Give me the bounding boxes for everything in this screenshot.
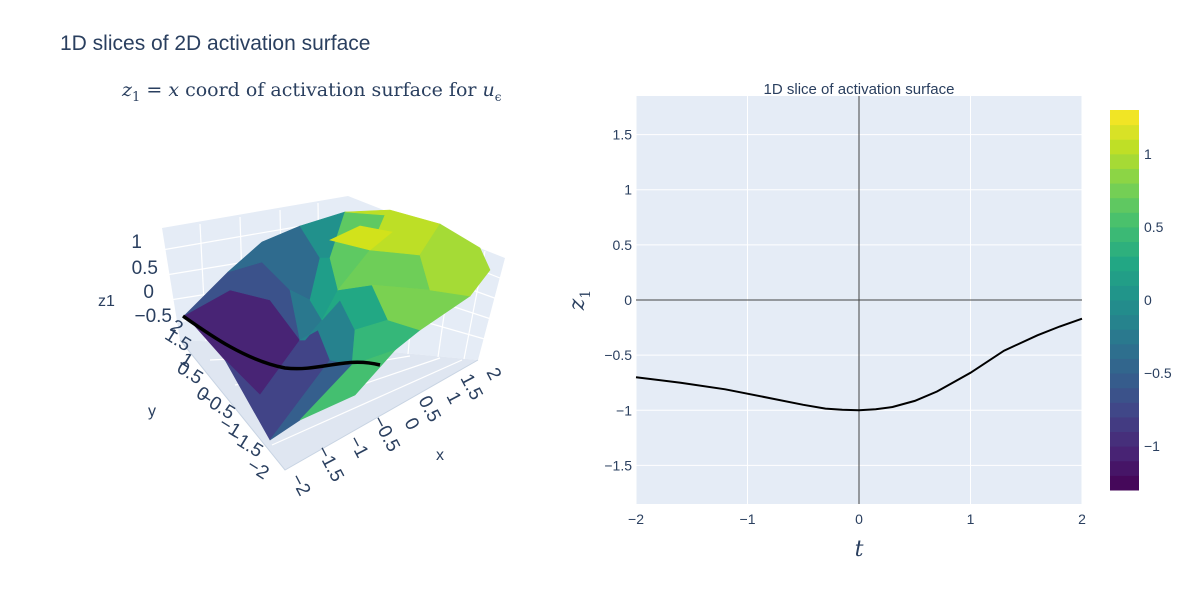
scene-title-x: x <box>168 79 179 101</box>
y-tick-label: 0 <box>624 292 632 308</box>
colorbar-band <box>1110 197 1139 213</box>
x-tick-label: 2 <box>1078 511 1086 527</box>
colorbar-band <box>1110 183 1139 199</box>
colorbar-band <box>1110 373 1139 389</box>
surface-patch <box>329 225 393 251</box>
colorbar-band <box>1110 212 1139 228</box>
scene-title-lhs: z <box>121 79 133 101</box>
x-tick: −2 <box>286 470 315 499</box>
colorbar-band <box>1110 387 1139 403</box>
colorbar-bands <box>1110 110 1139 491</box>
line-chart[interactable]: 1D slice of activation surface −1.5 −1 −0.… <box>565 81 1086 562</box>
x-tick: −1 <box>344 432 373 461</box>
y-axis-title: z1 <box>565 290 594 312</box>
x-tick-label: 0 <box>855 511 863 527</box>
scene-title-u: u <box>483 79 495 101</box>
x-tick: −0.5 <box>368 412 404 455</box>
x-tick-label: −1 <box>740 511 756 527</box>
box-front-edge <box>179 339 479 471</box>
surface-patch <box>371 284 471 331</box>
colorbar: 1 0.5 0 −0.5 −1 <box>1110 110 1172 491</box>
colorbar-band <box>1110 431 1139 447</box>
z-tick: 0.5 <box>132 258 158 279</box>
y-tick-label: −0.5 <box>604 347 632 363</box>
y-tick-label: −1 <box>616 402 632 418</box>
colorbar-band <box>1110 226 1139 243</box>
y-tick-label: 1.5 <box>613 127 633 143</box>
zero-lines <box>636 96 1082 504</box>
surface-patch <box>419 223 491 297</box>
colorbar-band <box>1110 139 1139 155</box>
colorbar-band <box>1110 300 1139 316</box>
x-axis-label: x <box>436 447 444 464</box>
scene-title-text: coord of activation surface for <box>185 79 477 101</box>
z-axis-label: z1 <box>98 293 115 310</box>
z-axis-ticks: 1 0.5 0 −0.5 <box>131 232 172 327</box>
y-axis-label: y <box>148 403 156 420</box>
y-axis-title-sub: 1 <box>578 290 594 299</box>
x-tick-label: 1 <box>967 511 975 527</box>
colorbar-band <box>1110 124 1139 140</box>
colorbar-tick-label: 0 <box>1144 292 1152 308</box>
colorbar-band <box>1110 110 1139 126</box>
z-tick: 1 <box>131 232 142 253</box>
y-tick-label: −1.5 <box>604 457 632 473</box>
colorbar-tick-label: 1 <box>1144 146 1152 162</box>
colorbar-band <box>1110 270 1139 286</box>
scene-title-lhs-sub: 1 <box>132 90 140 105</box>
x-tick: −1.5 <box>312 442 348 485</box>
colorbar-band <box>1110 416 1139 433</box>
colorbar-tick-label: −1 <box>1144 438 1160 454</box>
scene-title-eq: = <box>146 79 162 101</box>
colorbar-band <box>1110 256 1139 272</box>
z-tick: 0 <box>143 282 154 303</box>
scene-title-u-sub: ϵ <box>495 90 502 104</box>
y-tick: −2 <box>243 455 273 484</box>
colorbar-ticks: 1 0.5 0 −0.5 −1 <box>1144 146 1172 454</box>
colorbar-band <box>1110 241 1139 257</box>
colorbar-tick-label: −0.5 <box>1144 365 1172 381</box>
colorbar-band <box>1110 285 1139 301</box>
figure-title: 1D slices of 2D activation surface <box>60 32 370 55</box>
slice-curve-3d <box>181 314 381 371</box>
colorbar-tick-label: 0.5 <box>1144 219 1164 235</box>
z-tick: −0.5 <box>134 306 172 327</box>
x-tick-labels: −2 −1 0 1 2 <box>628 511 1086 527</box>
colorbar-band <box>1110 314 1139 330</box>
colorbar-band <box>1110 460 1139 476</box>
x-tick: 0 <box>400 414 424 433</box>
x-tick-label: −2 <box>628 511 644 527</box>
x-tick: 2 <box>482 364 506 383</box>
y-tick-label: 1 <box>624 182 632 198</box>
colorbar-band <box>1110 329 1139 345</box>
colorbar-band <box>1110 358 1139 374</box>
colorbar-band <box>1110 446 1139 462</box>
y-tick-label: 0.5 <box>613 237 633 253</box>
colorbar-band <box>1110 475 1139 491</box>
colorbar-band <box>1110 343 1139 359</box>
colorbar-band <box>1110 168 1139 184</box>
y-tick-labels: −1.5 −1 −0.5 0 0.5 1 1.5 <box>604 127 632 474</box>
surface-3d-scene[interactable]: z1 = x coord of activation surface for u… <box>98 79 506 499</box>
colorbar-band <box>1110 402 1139 418</box>
series-line <box>635 317 1083 412</box>
colorbar-band <box>1110 153 1139 169</box>
x-axis-title: t <box>855 537 864 562</box>
series-layer <box>635 317 1083 412</box>
line-chart-title: 1D slice of activation surface <box>764 81 955 98</box>
y-axis-title-var: z <box>565 298 590 311</box>
surface-patch <box>299 349 396 421</box>
activation-surface[interactable] <box>184 209 491 441</box>
scene-title: z1 = x coord of activation surface for u… <box>121 79 502 105</box>
